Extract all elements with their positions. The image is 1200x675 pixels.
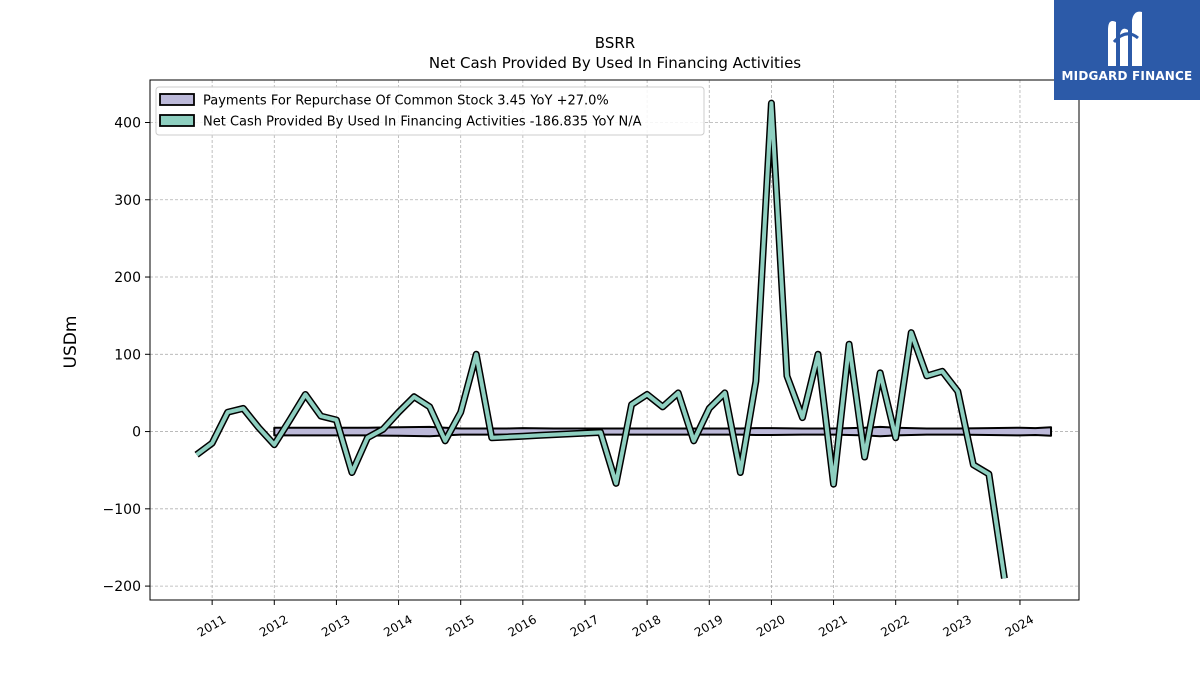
series-line-net-cash bbox=[195, 101, 1007, 579]
y-tick-label: 0 bbox=[132, 425, 141, 441]
y-axis-label: USDm bbox=[61, 316, 81, 369]
x-tick-label: 2023 bbox=[941, 612, 974, 639]
y-tick-label: 200 bbox=[114, 270, 141, 286]
x-tick-label: 2021 bbox=[816, 612, 849, 639]
plot-area-frame bbox=[149, 79, 1080, 601]
midgard-m-logo-icon bbox=[1108, 11, 1142, 67]
x-tick-label: 2013 bbox=[319, 612, 352, 639]
legend-box bbox=[155, 86, 705, 136]
chart-legend: Payments For Repurchase Of Common Stock … bbox=[155, 86, 705, 136]
axis-ticks: −200 −100 0 100 200 300 400 2011 2012 2013 2014 201… bbox=[103, 115, 1037, 639]
series-band-repurchase bbox=[273, 425, 1053, 438]
legend-label: Net Cash Provided By Used In Financing A… bbox=[203, 115, 642, 130]
chart-title: BSRR bbox=[595, 34, 635, 52]
y-tick-label: −100 bbox=[103, 502, 141, 518]
chart-subtitle: Net Cash Provided By Used In Financing A… bbox=[429, 54, 801, 72]
y-tick-label: 300 bbox=[114, 193, 141, 209]
x-tick-label: 2018 bbox=[630, 612, 663, 639]
x-tick-label: 2020 bbox=[754, 612, 787, 639]
x-tick-label: 2022 bbox=[878, 612, 911, 639]
x-tick-label: 2024 bbox=[1003, 612, 1036, 639]
series-line-outline bbox=[194, 99, 1008, 579]
chart-grid bbox=[150, 80, 1079, 600]
x-tick-label: 2015 bbox=[443, 612, 476, 639]
x-tick-label: 2014 bbox=[381, 612, 414, 639]
brand-name: MIDGARD FINANCE bbox=[1061, 69, 1193, 83]
legend-swatch bbox=[159, 114, 195, 127]
x-tick-label: 2011 bbox=[195, 612, 228, 639]
y-tick-label: −200 bbox=[103, 579, 141, 595]
y-tick-label: 400 bbox=[114, 115, 141, 131]
chart-series bbox=[194, 99, 1053, 579]
x-tick-label: 2016 bbox=[506, 612, 539, 639]
legend-label: Payments For Repurchase Of Common Stock … bbox=[203, 94, 609, 109]
y-tick-label: 100 bbox=[114, 347, 141, 363]
x-tick-label: 2012 bbox=[257, 612, 290, 639]
midgard-finance-logo: MIDGARD FINANCE bbox=[1054, 0, 1200, 100]
legend-swatch bbox=[159, 93, 195, 106]
x-tick-label: 2019 bbox=[692, 612, 725, 639]
x-tick-label: 2017 bbox=[568, 612, 601, 639]
